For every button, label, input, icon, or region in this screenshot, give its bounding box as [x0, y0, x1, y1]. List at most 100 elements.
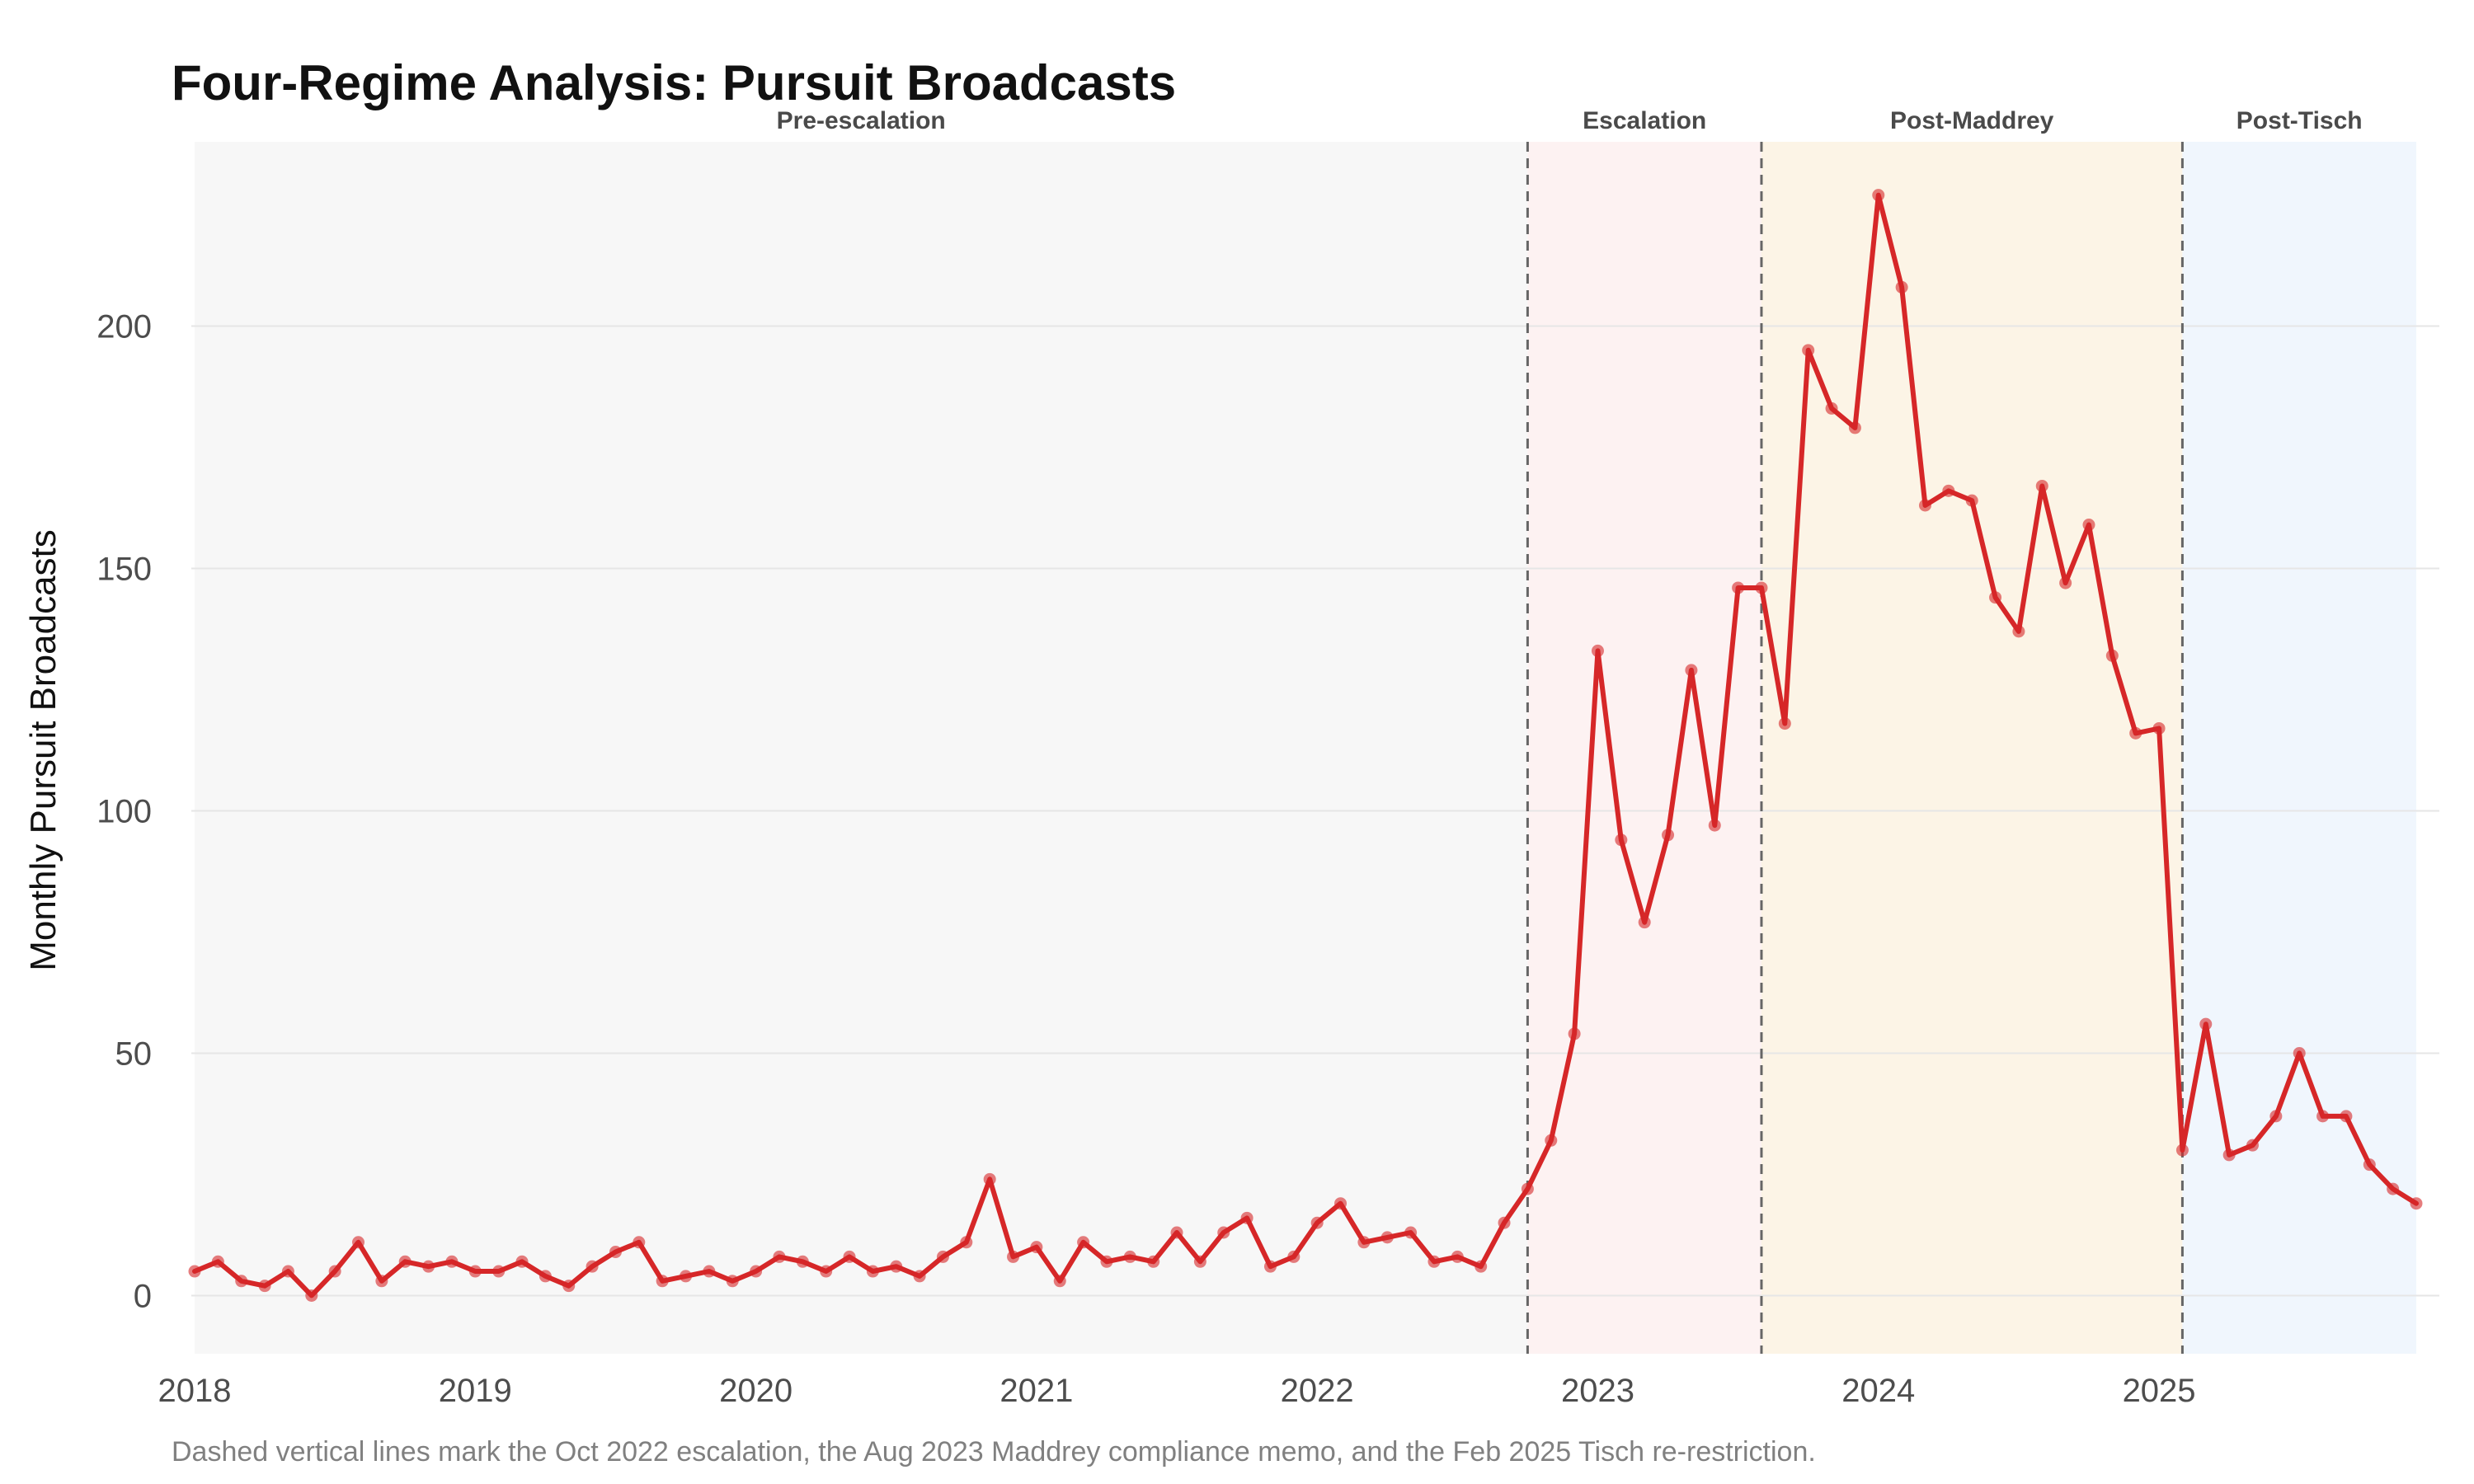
- data-point-2022-01: [1310, 1216, 1324, 1229]
- x-tick-label-2023: 2023: [1561, 1373, 1634, 1409]
- regime-label-1: Pre-escalation: [777, 107, 946, 134]
- data-point-2022-05: [1404, 1226, 1418, 1239]
- data-point-2022-03: [1357, 1236, 1371, 1249]
- data-point-2024-01: [1872, 189, 1885, 202]
- data-point-2018-02: [211, 1255, 224, 1268]
- data-point-2025-05: [2246, 1139, 2259, 1152]
- data-point-2020-05: [843, 1250, 856, 1263]
- data-point-2025-04: [2222, 1148, 2236, 1162]
- data-point-2023-12: [1848, 421, 1861, 434]
- data-point-2020-10: [960, 1236, 973, 1249]
- data-point-2022-09: [1498, 1216, 1511, 1229]
- data-point-2020-06: [866, 1265, 879, 1278]
- data-point-2021-02: [1053, 1275, 1066, 1288]
- data-point-2022-06: [1427, 1255, 1441, 1268]
- data-point-2024-08: [2035, 479, 2048, 492]
- data-point-2020-08: [913, 1270, 926, 1283]
- regime-band-4: [2182, 142, 2416, 1354]
- data-point-2021-03: [1077, 1236, 1090, 1249]
- regime-band-3: [1761, 142, 2183, 1354]
- data-point-2019-12: [726, 1275, 739, 1288]
- data-point-2025-03: [2199, 1017, 2213, 1031]
- data-point-2025-10: [2363, 1158, 2376, 1172]
- data-point-2024-02: [1895, 280, 1908, 294]
- data-point-2024-12: [2129, 726, 2142, 740]
- data-point-2020-02: [773, 1250, 786, 1263]
- data-point-2023-07: [1732, 581, 1745, 594]
- data-point-2020-11: [983, 1172, 996, 1186]
- regime-labels: Pre-escalation Escalation Post-Maddrey Post…: [777, 107, 2363, 134]
- data-point-2021-11: [1263, 1260, 1277, 1273]
- data-point-2023-04: [1662, 829, 1675, 842]
- y-axis-label: Monthly Pursuit Broadcasts: [23, 529, 63, 971]
- data-point-2025-09: [2340, 1110, 2353, 1123]
- data-point-2019-08: [633, 1236, 646, 1249]
- data-point-2019-09: [656, 1275, 669, 1288]
- data-point-2025-08: [2316, 1110, 2330, 1123]
- x-axis: 2018 2019 2020 2021 2022 2023 2024 2025: [158, 1373, 2196, 1409]
- data-point-2023-10: [1802, 344, 1815, 357]
- data-point-2023-05: [1685, 664, 1698, 677]
- regime-bands: [195, 142, 2416, 1354]
- y-tick-label-0: 0: [134, 1278, 152, 1314]
- data-point-2021-08: [1193, 1255, 1206, 1268]
- data-point-2022-02: [1334, 1197, 1348, 1210]
- data-point-2019-06: [586, 1260, 599, 1273]
- data-point-2025-02: [2175, 1144, 2189, 1157]
- data-point-2023-02: [1615, 834, 1628, 847]
- data-point-2024-11: [2105, 649, 2119, 662]
- data-point-2019-10: [680, 1270, 693, 1283]
- data-point-2023-08: [1755, 581, 1768, 594]
- regime-label-2: Escalation: [1583, 107, 1706, 134]
- data-point-2024-03: [1918, 499, 1931, 512]
- data-point-2021-01: [1030, 1241, 1043, 1254]
- data-point-2018-11: [422, 1260, 435, 1273]
- data-point-2023-06: [1708, 819, 1721, 832]
- regime-label-4: Post-Tisch: [2236, 107, 2363, 134]
- data-point-2020-04: [820, 1265, 833, 1278]
- y-tick-label-200: 200: [96, 308, 152, 345]
- data-point-2024-09: [2059, 576, 2072, 589]
- grid-lines: [191, 325, 2439, 1297]
- regime-band-1: [195, 142, 1528, 1354]
- y-tick-label-50: 50: [115, 1036, 153, 1072]
- data-point-2024-10: [2082, 519, 2095, 532]
- chart-title: Four-Regime Analysis: Pursuit Broadcasts: [172, 55, 1177, 110]
- data-point-2018-09: [375, 1275, 388, 1288]
- data-point-2020-01: [750, 1265, 763, 1278]
- x-tick-label-2021: 2021: [999, 1373, 1073, 1409]
- data-point-2019-01: [468, 1265, 482, 1278]
- data-point-2023-09: [1778, 717, 1791, 730]
- data-point-2024-06: [1989, 591, 2002, 604]
- y-tick-label-100: 100: [96, 793, 152, 829]
- data-point-2018-04: [258, 1280, 271, 1293]
- data-point-2018-08: [352, 1236, 365, 1249]
- data-point-2022-04: [1380, 1231, 1394, 1244]
- data-point-2025-06: [2269, 1110, 2283, 1123]
- regime-label-3: Post-Maddrey: [1890, 107, 2054, 134]
- data-point-2021-10: [1240, 1211, 1253, 1224]
- data-point-2019-02: [492, 1265, 506, 1278]
- data-point-2018-05: [281, 1265, 294, 1278]
- regime-band-2: [1527, 142, 1761, 1354]
- data-point-2018-06: [305, 1289, 318, 1302]
- data-point-2022-11: [1545, 1134, 1558, 1147]
- data-point-2021-05: [1123, 1250, 1136, 1263]
- data-point-2019-05: [562, 1280, 576, 1293]
- x-tick-label-2019: 2019: [439, 1373, 512, 1409]
- series-layer: [188, 189, 2423, 1302]
- data-point-2018-01: [188, 1265, 201, 1278]
- data-point-2024-05: [1965, 494, 1978, 507]
- data-point-2022-12: [1568, 1027, 1581, 1040]
- data-point-2025-07: [2293, 1046, 2306, 1059]
- x-tick-label-2024: 2024: [1841, 1373, 1915, 1409]
- data-point-2020-07: [890, 1260, 903, 1273]
- data-point-2021-07: [1170, 1226, 1183, 1239]
- data-point-2023-01: [1591, 644, 1604, 657]
- data-point-2024-07: [2012, 625, 2025, 638]
- data-point-2019-11: [703, 1265, 716, 1278]
- data-point-2021-06: [1147, 1255, 1160, 1268]
- data-point-2020-03: [796, 1255, 809, 1268]
- data-point-2023-11: [1825, 402, 1838, 415]
